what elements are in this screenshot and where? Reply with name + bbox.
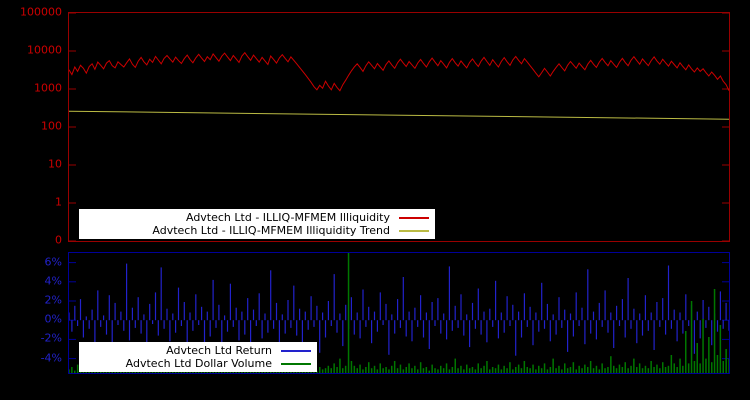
y-tick-label: 6% xyxy=(44,255,62,269)
illiquidity-line xyxy=(69,51,729,92)
illiquidity-trend-line xyxy=(69,110,729,120)
return-volume-legend: Advtech Ltd Return Advtech Ltd Dollar Vo… xyxy=(79,342,317,372)
legend-label-illiquidity-trend: Advtech Ltd - ILLIQ-MFMEM Illiquidity Tr… xyxy=(152,224,390,237)
legend-label-illiquidity: Advtech Ltd - ILLIQ-MFMEM Illiquidity xyxy=(185,211,390,224)
y-tick-label: 0 xyxy=(55,233,62,247)
legend-label-return: Advtech Ltd Return xyxy=(166,344,272,357)
legend-label-dollar-volume: Advtech Ltd Dollar Volume xyxy=(125,357,272,370)
illiquidity-line-sample xyxy=(399,216,429,219)
legend-row-dollar-volume: Advtech Ltd Dollar Volume xyxy=(85,357,311,370)
y-tick-label: 100000 xyxy=(20,5,62,19)
y-tick-label: 1000 xyxy=(34,81,62,95)
y-tick-label: 4% xyxy=(44,274,62,288)
return-bars xyxy=(69,263,729,360)
y-tick-label: 10 xyxy=(48,157,62,171)
legend-row-return: Advtech Ltd Return xyxy=(85,344,311,357)
volume-line-sample xyxy=(281,362,311,365)
illiquidity-plot xyxy=(69,13,729,241)
y-tick-label: 1 xyxy=(55,195,62,209)
legend-row-illiquidity: Advtech Ltd - ILLIQ-MFMEM Illiquidity xyxy=(85,211,429,224)
y-tick-label: -4% xyxy=(40,351,62,365)
return-volume-panel: Advtech Ltd Return Advtech Ltd Dollar Vo… xyxy=(68,252,730,374)
y-tick-label: 10000 xyxy=(27,43,62,57)
y-tick-label: -2% xyxy=(40,331,62,345)
illiquidity-panel: Advtech Ltd - ILLIQ-MFMEM Illiquidity Ad… xyxy=(68,12,730,242)
illiquidity-legend: Advtech Ltd - ILLIQ-MFMEM Illiquidity Ad… xyxy=(79,209,435,239)
y-tick-label: 2% xyxy=(44,293,62,307)
y-tick-label: 100 xyxy=(41,119,62,133)
legend-row-illiquidity-trend: Advtech Ltd - ILLIQ-MFMEM Illiquidity Tr… xyxy=(85,224,429,237)
return-line-sample xyxy=(281,349,311,352)
trend-line-sample xyxy=(399,229,429,232)
y-tick-label: 0% xyxy=(44,312,62,326)
